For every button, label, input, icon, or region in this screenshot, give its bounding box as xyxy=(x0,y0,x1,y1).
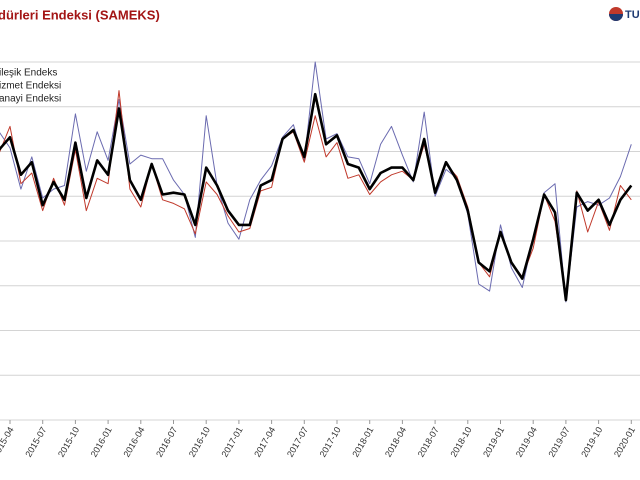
legend-label: anayi Endeksi xyxy=(0,94,61,105)
x-tick-label: 2018-10 xyxy=(448,425,473,459)
logo-icon-half xyxy=(609,14,623,21)
x-tick-label: 2016-10 xyxy=(187,425,212,459)
series-line xyxy=(0,92,633,302)
x-tick-label: 2020-01 xyxy=(612,425,637,459)
x-tick-label: 2019-10 xyxy=(579,425,604,459)
x-tick-label: 2017-04 xyxy=(252,425,277,459)
legend-label: izmet Endeksi xyxy=(0,81,61,92)
x-tick-label: 2016-04 xyxy=(121,425,146,459)
x-tick-label: 2017-10 xyxy=(318,425,343,459)
x-tick-label: 2015-10 xyxy=(56,425,81,459)
logo: TUR xyxy=(625,9,640,21)
chart-title: dürleri Endeksi (SAMEKS) xyxy=(0,7,160,22)
x-tick-label: 2017-01 xyxy=(220,425,245,459)
x-tick-label: 2015-04 xyxy=(0,425,16,459)
x-tick-label: 2016-01 xyxy=(89,425,114,459)
x-tick-label: 2018-07 xyxy=(416,425,441,459)
legend-label: ileşik Endeks xyxy=(0,68,57,79)
x-tick-label: 2016-07 xyxy=(154,425,179,459)
x-tick-label: 2019-07 xyxy=(547,425,572,459)
x-tick-label: 2019-01 xyxy=(481,425,506,459)
x-tick-label: 2018-04 xyxy=(383,425,408,459)
x-tick-label: 2018-01 xyxy=(350,425,375,459)
x-tick-label: 2017-07 xyxy=(285,425,310,459)
series-line xyxy=(0,61,632,303)
x-tick-label: 2015-07 xyxy=(23,425,48,459)
series-line xyxy=(0,90,632,297)
x-tick-label: 2019-04 xyxy=(514,425,539,459)
